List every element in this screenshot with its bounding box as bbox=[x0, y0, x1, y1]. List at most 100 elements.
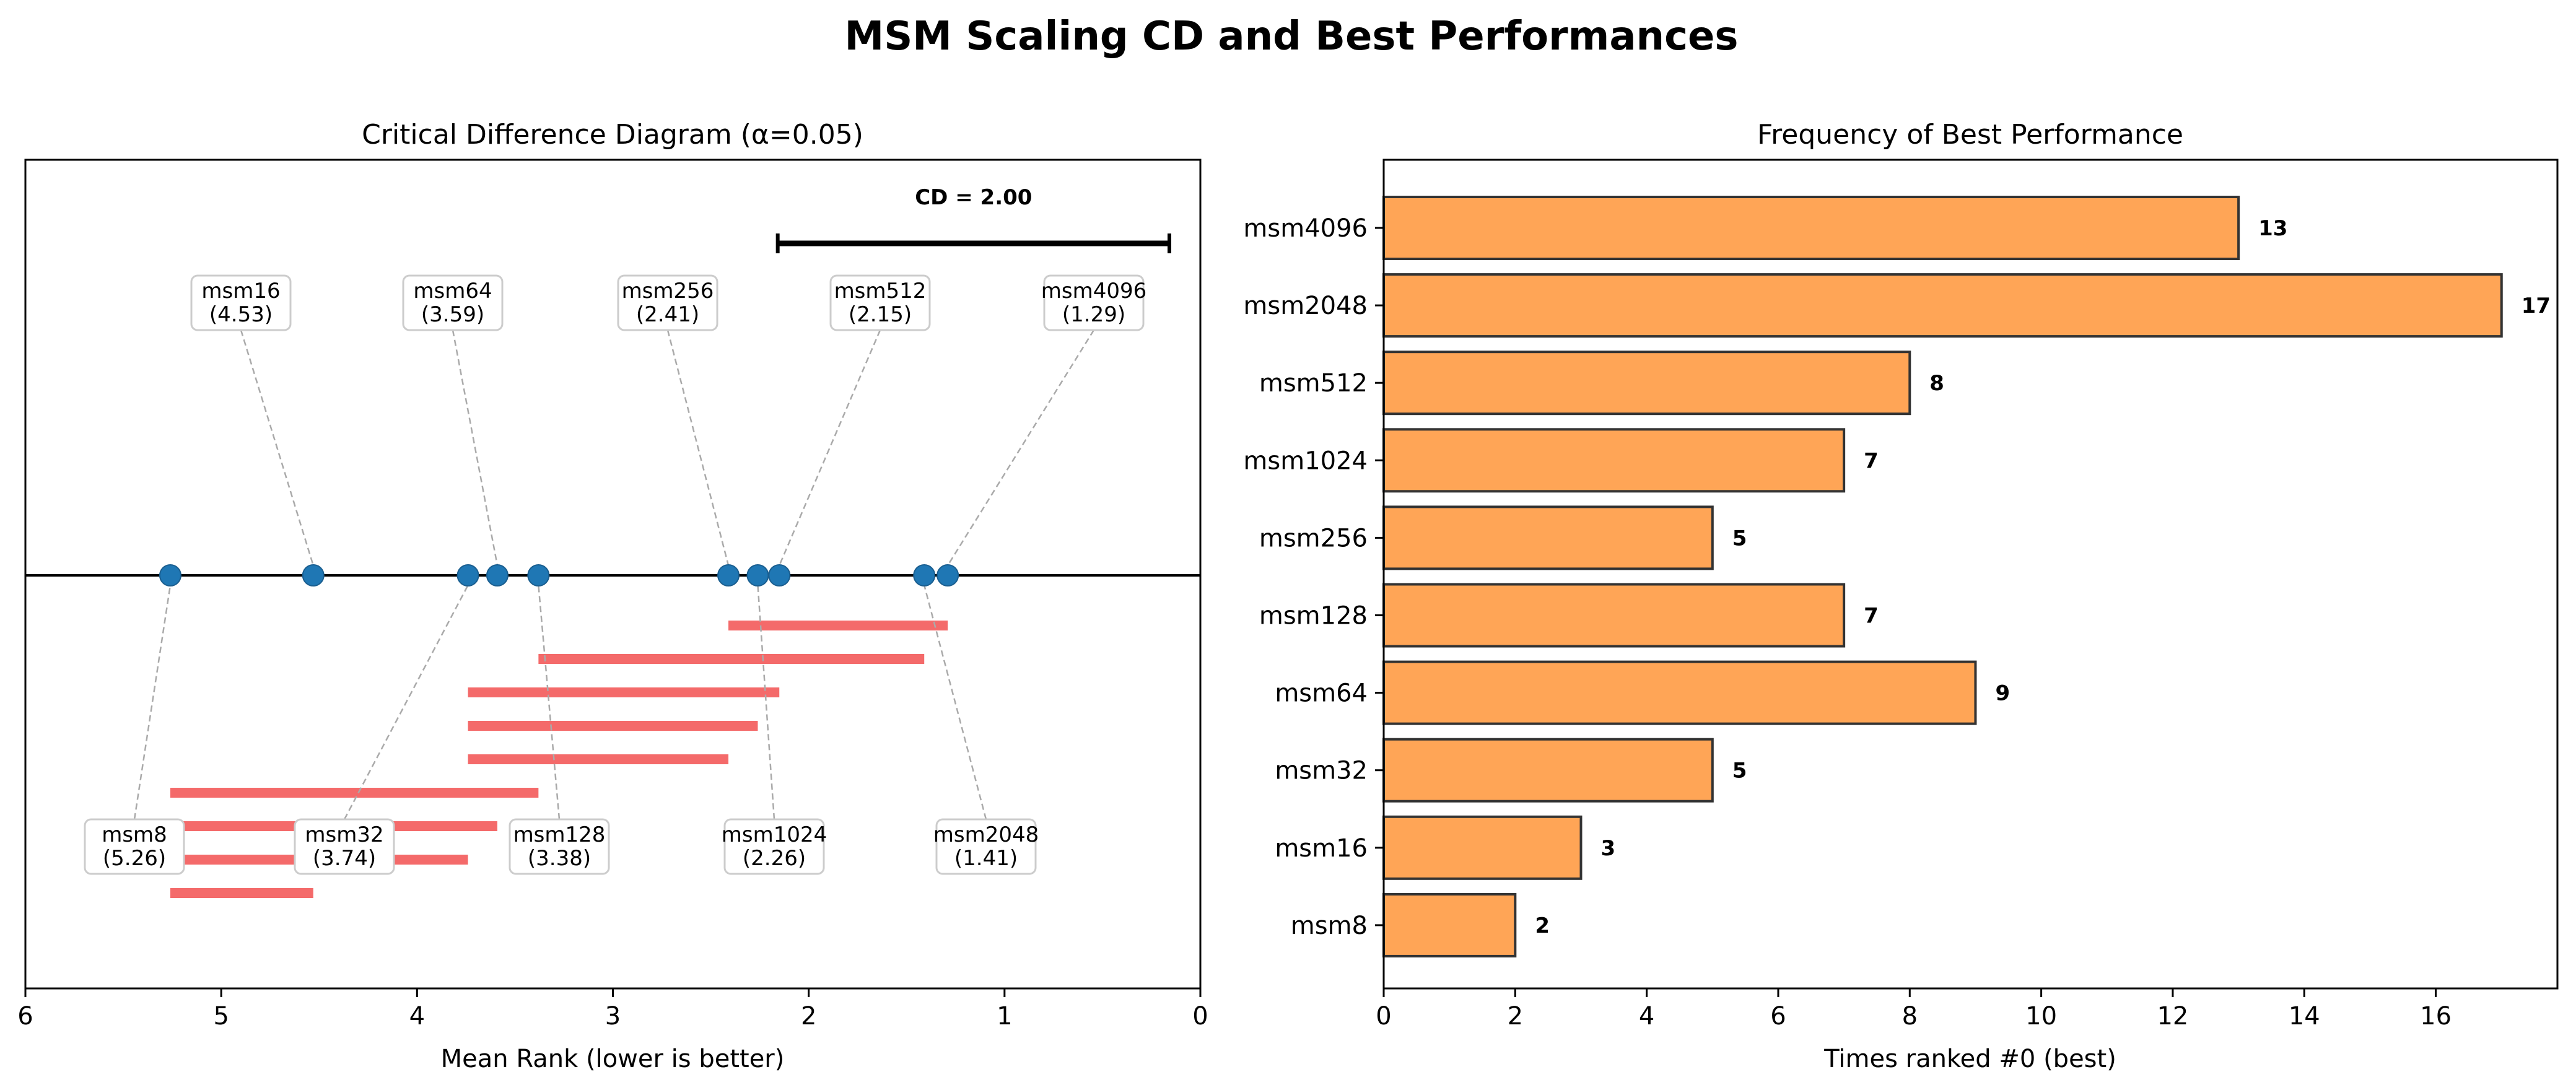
x-tick-label: 4 bbox=[1639, 1002, 1654, 1031]
y-tick-label: msm16 bbox=[1275, 834, 1368, 863]
y-tick-label: msm512 bbox=[1259, 369, 1368, 398]
y-tick-label: msm8 bbox=[1291, 912, 1368, 940]
cd-label-box bbox=[617, 274, 718, 331]
cd-point-msm1024 bbox=[746, 564, 769, 586]
cd-label-box bbox=[1043, 274, 1145, 331]
cd-label-name: msm2048 bbox=[933, 822, 1039, 847]
cd-points bbox=[159, 564, 959, 586]
y-tick-label: msm2048 bbox=[1243, 292, 1368, 320]
bar-value-label: 2 bbox=[1535, 913, 1550, 938]
cd-label-box bbox=[935, 818, 1037, 875]
cd-point-msm64 bbox=[486, 564, 509, 586]
cd-label-box bbox=[84, 818, 185, 875]
cd-label-box bbox=[509, 818, 610, 875]
cd-x-tick-label: 2 bbox=[801, 1002, 816, 1031]
cd-label-name: msm64 bbox=[413, 279, 492, 303]
cd-x-tick-label: 0 bbox=[1192, 1002, 1208, 1031]
x-tick-label: 6 bbox=[1770, 1002, 1786, 1031]
cd-label-rank: (4.53) bbox=[209, 302, 273, 327]
cd-leader-lines bbox=[133, 329, 1095, 820]
cd-leader-line bbox=[240, 329, 314, 566]
cd-label-name: msm4096 bbox=[1041, 279, 1146, 303]
cd-point-msm32 bbox=[456, 564, 479, 586]
cd-x-ticks: 6 5 4 3 2 1 0 bbox=[17, 988, 1208, 1031]
cd-x-tick-label: 1 bbox=[997, 1002, 1012, 1031]
cd-label-name: msm256 bbox=[622, 279, 714, 303]
bar-msm32 bbox=[1382, 738, 1714, 803]
cd-leader-line bbox=[947, 329, 1095, 566]
cd-label-box bbox=[190, 274, 292, 331]
cd-label-rank: (5.26) bbox=[103, 846, 166, 871]
y-tick-label: msm256 bbox=[1259, 524, 1368, 552]
x-tick-label: 0 bbox=[1376, 1002, 1391, 1031]
cd-label-rank: (2.41) bbox=[636, 302, 699, 327]
y-tick-label: msm64 bbox=[1275, 679, 1368, 708]
x-tick-label: 16 bbox=[2420, 1002, 2452, 1031]
cd-label-box bbox=[402, 274, 504, 331]
cd-label-rank: (1.29) bbox=[1062, 302, 1125, 327]
cd-label-name: msm1024 bbox=[722, 822, 827, 847]
cd-point-msm8 bbox=[159, 564, 181, 586]
cd-label-name: msm512 bbox=[834, 279, 927, 303]
cd-leader-line bbox=[666, 329, 730, 566]
cd-x-tick-label: 3 bbox=[605, 1002, 621, 1031]
cd-label-box bbox=[829, 274, 931, 331]
bar-msm8 bbox=[1382, 892, 1517, 957]
cd-x-tick-label: 5 bbox=[213, 1002, 229, 1031]
cd-point-msm512 bbox=[768, 564, 791, 586]
frequency-panel: Frequency of Best Performance 13 17 8 7 5 7 9 5… bbox=[1243, 119, 2559, 1073]
cd-label-rank: (1.41) bbox=[954, 846, 1018, 871]
cd-leader-line bbox=[779, 329, 881, 566]
cd-labels: msm16(4.53) msm64(3.59) msm256(2.41) msm512… bbox=[84, 274, 1146, 875]
frequency-axes-frame bbox=[1382, 159, 2559, 990]
bar-msm128 bbox=[1382, 583, 1846, 648]
x-tick-label: 14 bbox=[2289, 1002, 2320, 1031]
x-tick-label: 2 bbox=[1508, 1002, 1523, 1031]
cd-diagram-panel: Critical Difference Diagram (α=0.05) msm… bbox=[17, 119, 1208, 1073]
cd-x-tick-label: 4 bbox=[409, 1002, 425, 1031]
cd-x-axis-label: Mean Rank (lower is better) bbox=[441, 1045, 785, 1073]
bar-value-label: 8 bbox=[1929, 371, 1944, 396]
cd-label-rank: (2.26) bbox=[743, 846, 806, 871]
bar-msm256 bbox=[1382, 505, 1714, 570]
frequency-x-axis-label: Times ranked #0 (best) bbox=[1823, 1045, 2116, 1073]
cd-point-msm16 bbox=[302, 564, 325, 586]
cd-bar: CD = 2.00 bbox=[775, 185, 1171, 253]
y-tick-label: msm128 bbox=[1259, 602, 1368, 630]
bar-msm512 bbox=[1382, 351, 1911, 416]
cd-leader-line bbox=[452, 329, 499, 566]
cd-label-name: msm128 bbox=[513, 822, 606, 847]
cd-label-rank: (2.15) bbox=[849, 302, 912, 327]
x-tick-label: 12 bbox=[2157, 1002, 2188, 1031]
cd-label-name: msm16 bbox=[201, 279, 280, 303]
cd-label-name: msm8 bbox=[102, 822, 167, 847]
cd-diagram-title: Critical Difference Diagram (α=0.05) bbox=[362, 119, 863, 150]
frequency-title: Frequency of Best Performance bbox=[1757, 119, 2183, 150]
bar-msm2048 bbox=[1382, 273, 2503, 338]
cd-label-name: msm32 bbox=[305, 822, 383, 847]
bar-msm16 bbox=[1382, 815, 1583, 880]
cd-label-box bbox=[294, 818, 395, 875]
cd-point-msm128 bbox=[527, 564, 550, 586]
cd-bar-label: CD = 2.00 bbox=[915, 185, 1032, 210]
bar-value-label: 17 bbox=[2521, 294, 2551, 318]
cd-point-msm256 bbox=[717, 564, 740, 586]
bar-value-label: 7 bbox=[1864, 448, 1879, 473]
cd-label-rank: (3.59) bbox=[421, 302, 484, 327]
bar-value-label: 13 bbox=[2258, 216, 2287, 241]
cd-leader-line bbox=[923, 585, 987, 820]
cd-label-rank: (3.38) bbox=[528, 846, 591, 871]
figure-title: MSM Scaling CD and Best Performances bbox=[845, 14, 1739, 59]
cd-label-rank: (3.74) bbox=[313, 846, 376, 871]
cd-point-msm4096 bbox=[937, 564, 959, 586]
y-tick-label: msm4096 bbox=[1243, 214, 1368, 243]
bar-value-label: 7 bbox=[1864, 604, 1879, 629]
y-tick-label: msm32 bbox=[1275, 757, 1368, 785]
x-tick-label: 10 bbox=[2025, 1002, 2057, 1031]
bar-value-label: 5 bbox=[1732, 526, 1747, 551]
y-tick-label: msm1024 bbox=[1243, 447, 1368, 475]
bar-msm1024 bbox=[1382, 428, 1846, 493]
bar-msm64 bbox=[1382, 660, 1977, 725]
